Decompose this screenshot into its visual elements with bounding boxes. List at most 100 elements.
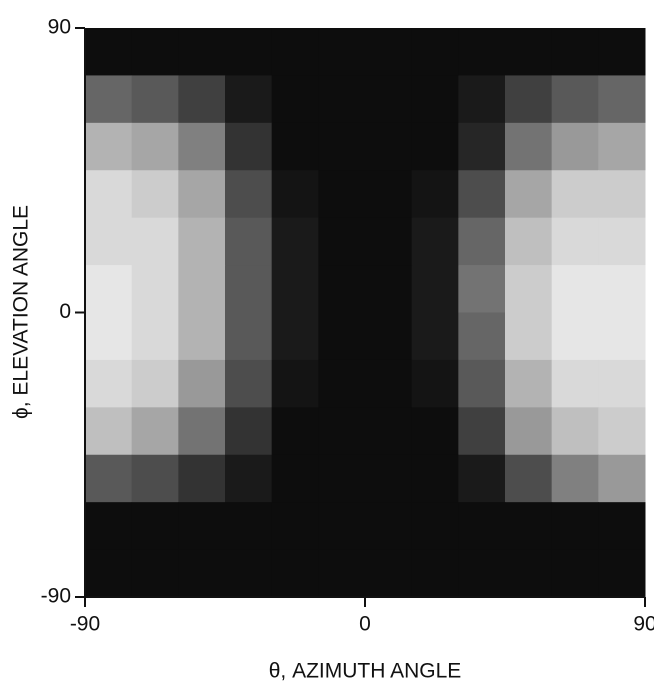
heatmap-cell: [365, 312, 413, 361]
heatmap-cell: [318, 217, 366, 266]
heatmap-cell: [85, 28, 133, 76]
heatmap-cell: [178, 312, 226, 361]
x-tick-label: -90: [70, 613, 100, 636]
heatmap-cell: [271, 75, 319, 124]
heatmap-cell: [178, 407, 226, 456]
heatmap-cell: [458, 75, 506, 124]
heatmap-cell: [551, 549, 599, 598]
heatmap-cell: [458, 28, 506, 76]
heatmap-cell: [551, 265, 599, 313]
heatmap-cell: [271, 170, 319, 219]
heatmap-cell: [365, 28, 413, 76]
heatmap-cell: [551, 312, 599, 361]
heatmap-cell: [505, 502, 553, 551]
heatmap-cell: [458, 502, 506, 551]
heatmap-cell: [365, 122, 413, 171]
heatmap-cell: [178, 217, 226, 266]
heatmap-cell: [271, 28, 319, 76]
heatmap-cell: [551, 122, 599, 171]
heatmap-cell: [365, 265, 413, 313]
heatmap-cell: [225, 122, 273, 171]
x-axis-label: θ, AZIMUTH ANGLE: [269, 660, 462, 683]
heatmap-cell: [598, 359, 646, 408]
heatmap-cell: [131, 454, 179, 503]
heatmap-cell: [411, 407, 459, 456]
heatmap-cell: [598, 312, 646, 361]
heatmap-cell: [505, 75, 553, 124]
heatmap-cell: [271, 312, 319, 361]
heatmap-cell: [225, 549, 273, 598]
heatmap-cell: [85, 359, 133, 408]
heatmap-cell: [225, 28, 273, 76]
y-tick-label: 0: [59, 300, 71, 323]
heatmap-cell: [365, 454, 413, 503]
heatmap-cell: [505, 170, 553, 219]
heatmap-cell: [131, 75, 179, 124]
heatmap-cell: [505, 359, 553, 408]
heatmap-cell: [318, 122, 366, 171]
heatmap-cell: [318, 265, 366, 313]
heatmap-cell: [458, 454, 506, 503]
heatmap-cell: [85, 454, 133, 503]
heatmap-cell: [598, 454, 646, 503]
heatmap-cell: [458, 359, 506, 408]
heatmap-cell: [551, 454, 599, 503]
heatmap-cell: [178, 359, 226, 408]
heatmap-cell: [318, 454, 366, 503]
heatmap-cell: [225, 502, 273, 551]
heatmap-cell: [411, 28, 459, 76]
heatmap-cell: [318, 170, 366, 219]
heatmap-cell: [598, 170, 646, 219]
heatmap-cell: [271, 454, 319, 503]
heatmap-cell: [318, 407, 366, 456]
heatmap-cell: [598, 265, 646, 313]
heatmap-cell: [505, 407, 553, 456]
heatmap-cell: [505, 454, 553, 503]
heatmap-cell: [178, 28, 226, 76]
heatmap-cell: [551, 407, 599, 456]
heatmap-cell: [551, 75, 599, 124]
heatmap-cell: [85, 265, 133, 313]
heatmap-cell: [598, 502, 646, 551]
heatmap-cell: [178, 502, 226, 551]
heatmap-cell: [271, 122, 319, 171]
heatmap-cell: [131, 502, 179, 551]
heatmap-cell: [85, 502, 133, 551]
heatmap-cell: [458, 407, 506, 456]
heatmap-cell: [85, 549, 133, 598]
heatmap-cell: [131, 407, 179, 456]
heatmap-cell: [271, 359, 319, 408]
heatmap-cell: [458, 265, 506, 313]
heatmap-cell: [225, 75, 273, 124]
y-axis-label: ϕ, ELEVATION ANGLE: [10, 205, 33, 419]
heatmap-cell: [85, 217, 133, 266]
heatmap-cell: [131, 359, 179, 408]
heatmap-cell: [365, 359, 413, 408]
heatmap-cell: [458, 122, 506, 171]
heatmap-cell: [131, 265, 179, 313]
heatmap-cell: [551, 502, 599, 551]
heatmap-cell: [551, 170, 599, 219]
heatmap-cell: [411, 312, 459, 361]
heatmap-cell: [318, 312, 366, 361]
heatmap-cell: [318, 502, 366, 551]
heatmap-cell: [131, 28, 179, 76]
heatmap-cell: [178, 75, 226, 124]
heatmap-cell: [131, 549, 179, 598]
heatmap-cell: [178, 170, 226, 219]
heatmap-cell: [551, 28, 599, 76]
heatmap-cell: [365, 75, 413, 124]
heatmap-cell: [411, 217, 459, 266]
y-tick-label: -90: [41, 585, 71, 608]
heatmap-cell: [131, 170, 179, 219]
heatmap-cell: [411, 454, 459, 503]
heatmap-cell: [131, 217, 179, 266]
heatmap-cell: [505, 122, 553, 171]
heatmap-cell: [318, 359, 366, 408]
heatmap-cell: [85, 312, 133, 361]
heatmap-cell: [178, 265, 226, 313]
heatmap-cell: [598, 75, 646, 124]
heatmap-cell: [598, 549, 646, 598]
heatmap-cell: [271, 549, 319, 598]
